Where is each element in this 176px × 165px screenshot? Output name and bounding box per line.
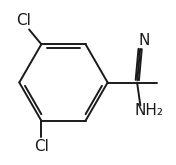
Text: Cl: Cl <box>34 139 49 154</box>
Text: NH₂: NH₂ <box>134 103 163 118</box>
Text: Cl: Cl <box>16 13 31 28</box>
Text: N: N <box>139 33 150 48</box>
